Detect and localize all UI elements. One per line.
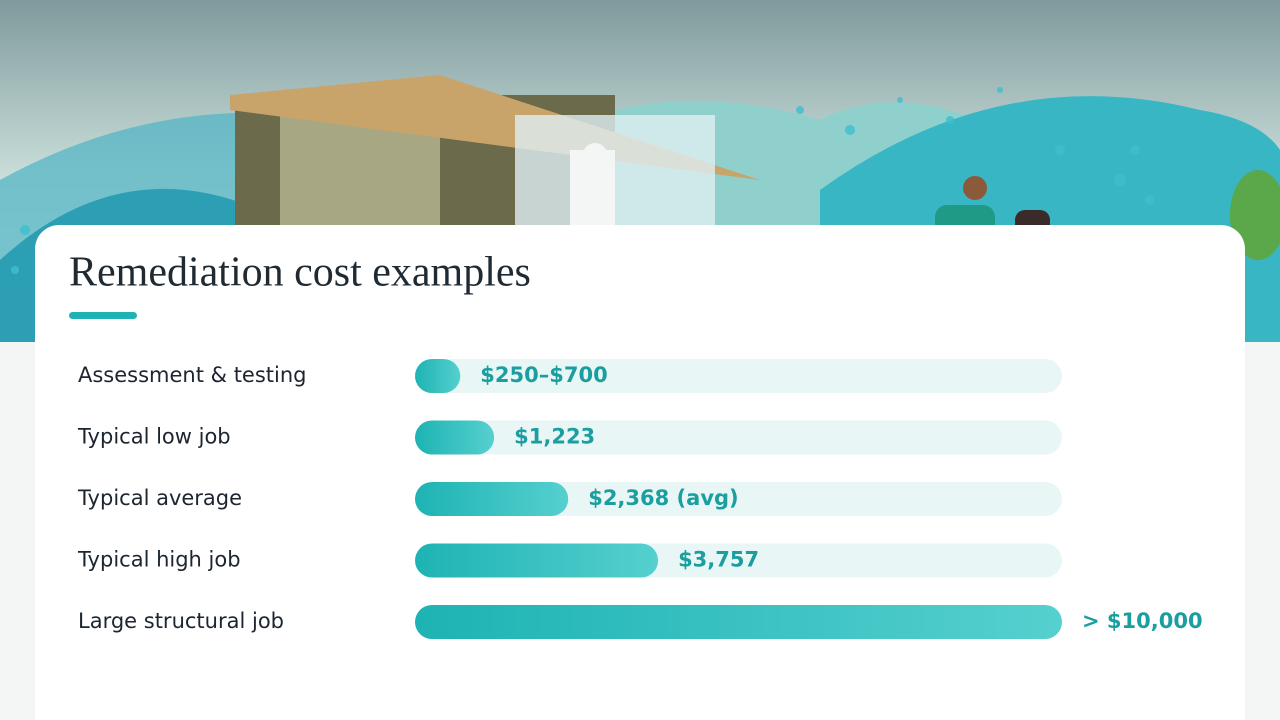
bar: [415, 420, 495, 455]
value-label: > $10,000: [1082, 609, 1203, 633]
category-label: Large structural job: [78, 609, 284, 633]
category-label: Typical average: [77, 486, 242, 510]
bar: [415, 605, 1062, 639]
category-label: Assessment & testing: [78, 363, 307, 387]
bar-track: [415, 359, 1062, 393]
bar-track: [415, 420, 1062, 455]
chart-title: Remediation cost examples: [69, 250, 531, 296]
title-underline: [69, 312, 137, 319]
value-label: $1,223: [514, 425, 595, 449]
bar: [415, 543, 659, 578]
value-label: $3,757: [678, 548, 759, 572]
category-label: Typical high job: [77, 548, 241, 572]
bar: [415, 482, 569, 516]
bar: [415, 359, 461, 393]
bar-track: [415, 482, 1062, 516]
value-label: $2,368 (avg): [588, 486, 738, 510]
card: [35, 225, 1245, 720]
value-label: $250–$700: [480, 363, 607, 387]
category-label: Typical low job: [77, 425, 231, 449]
